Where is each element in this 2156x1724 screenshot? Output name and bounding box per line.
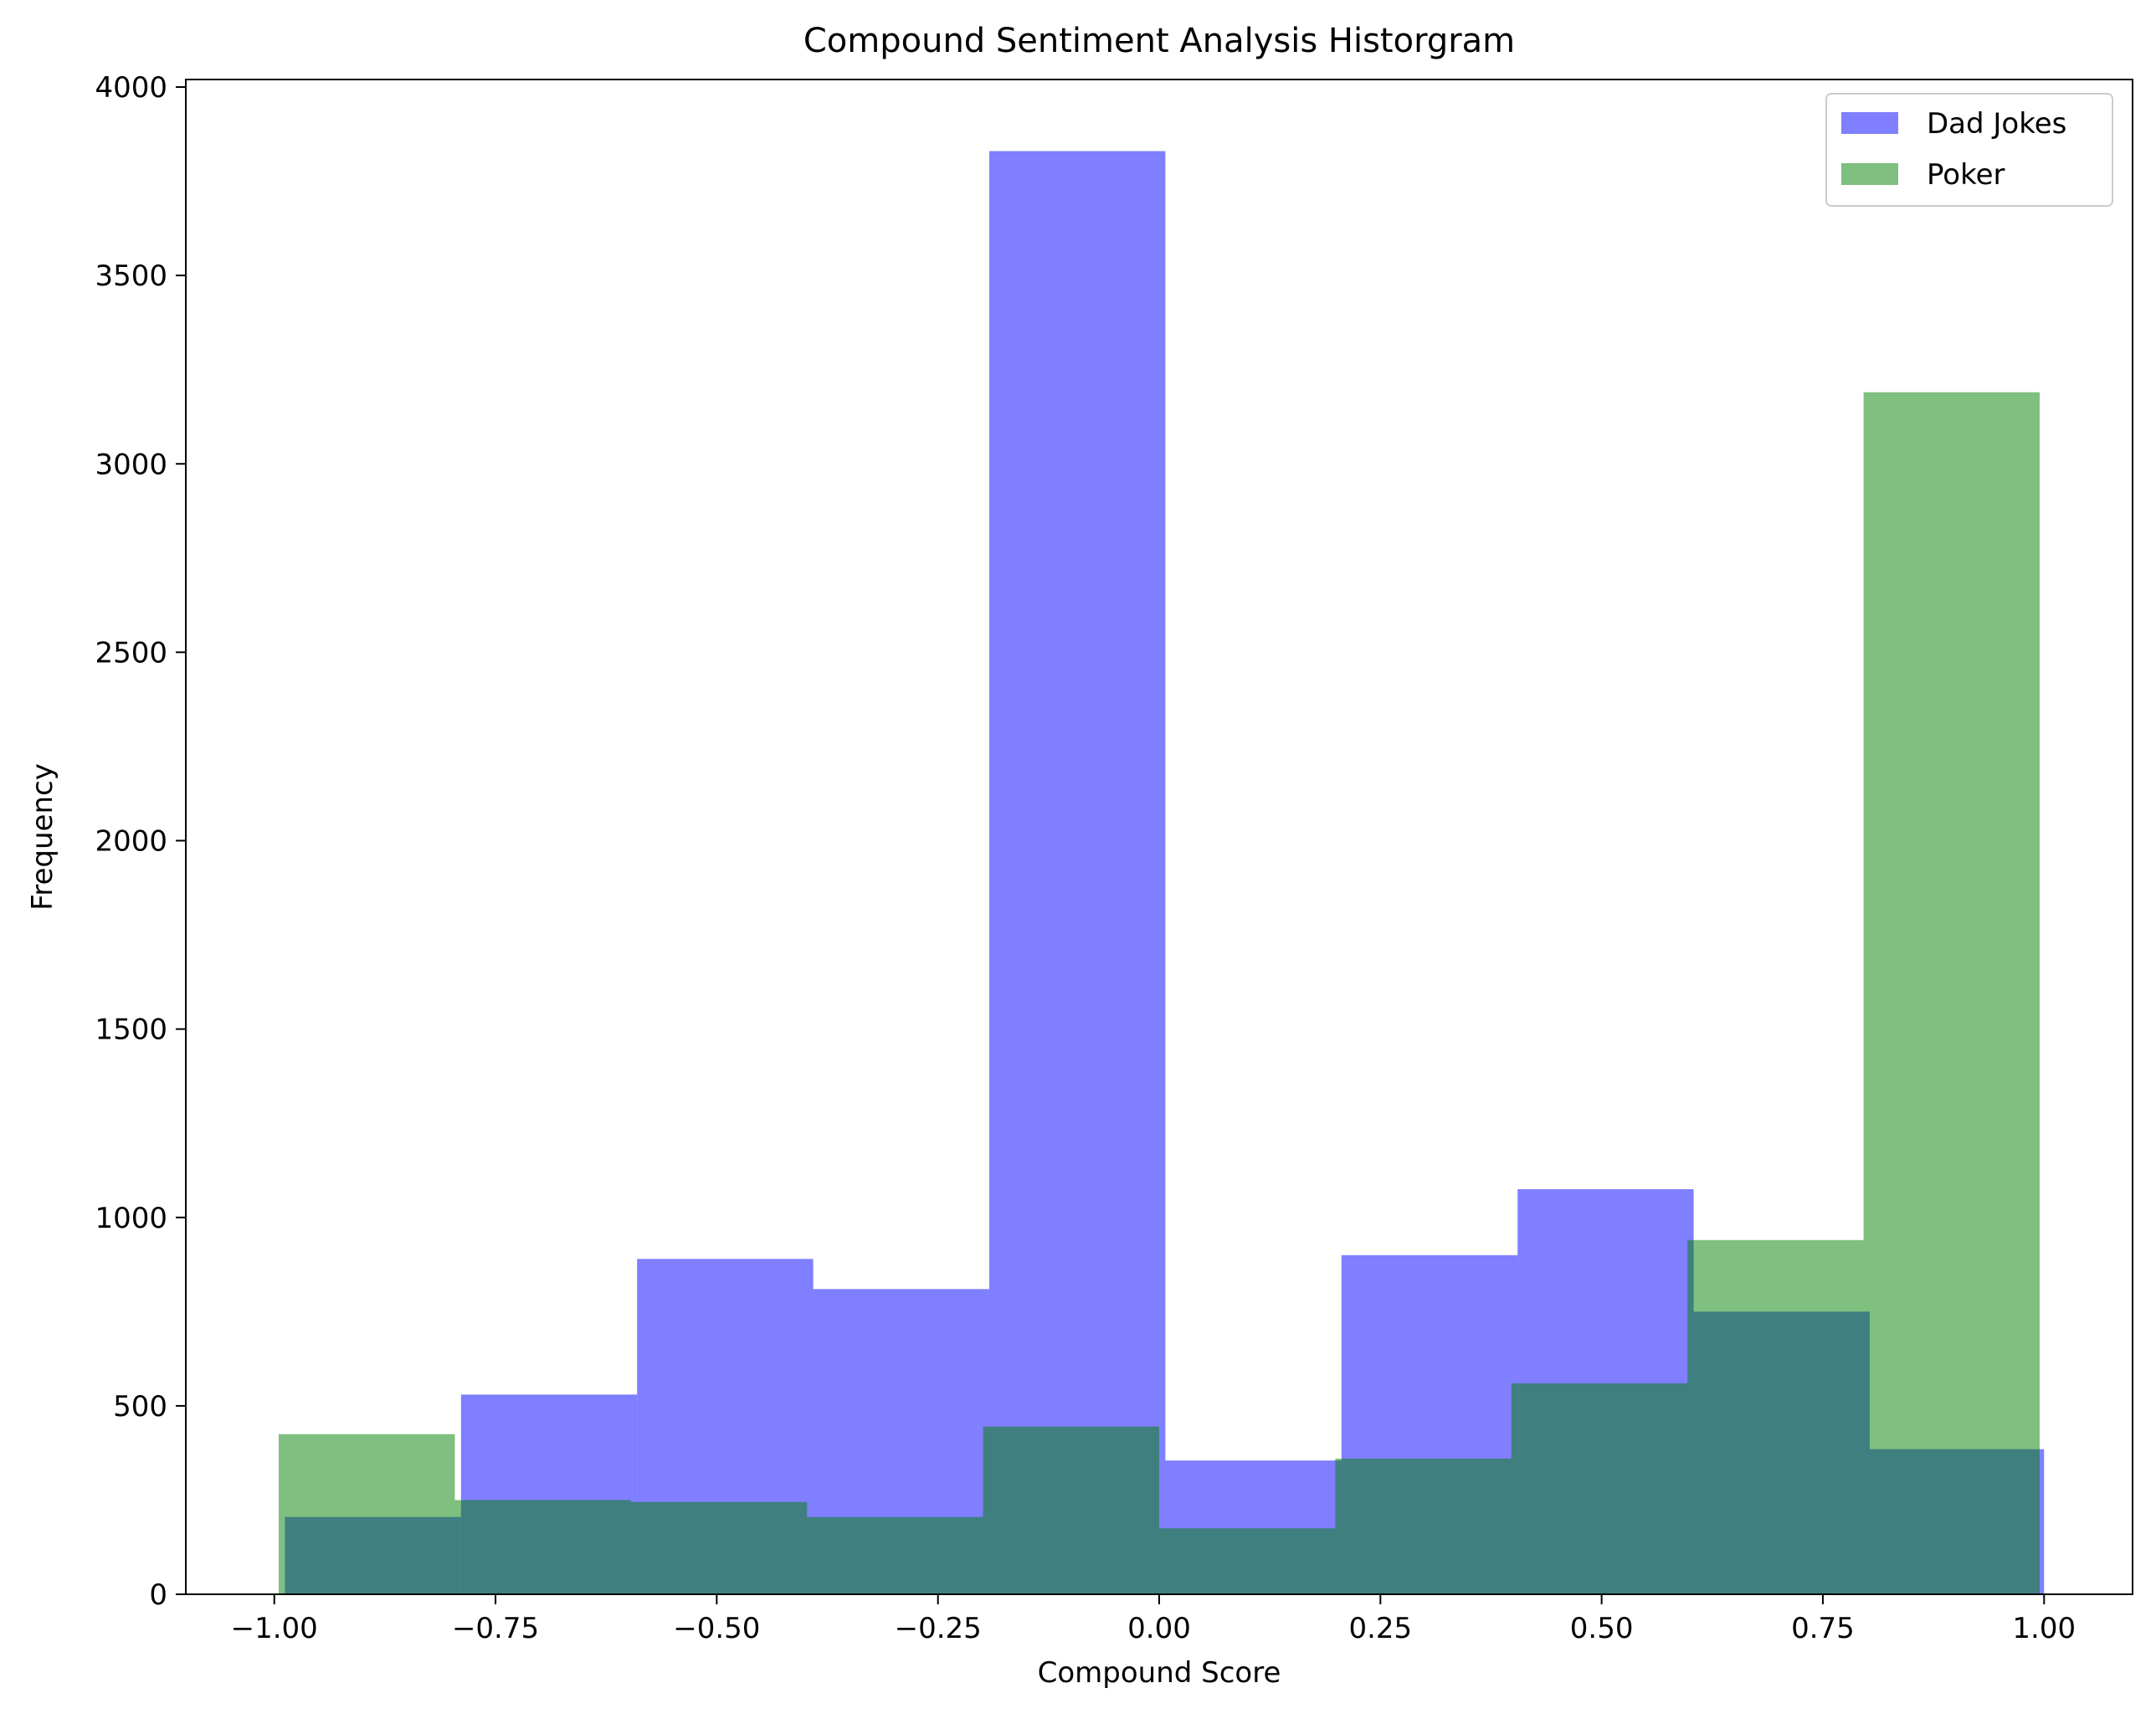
bar-dad-jokes-4: [989, 151, 1166, 1595]
y-axis: 0 500 1000 1500 2000 2500 3000 3500 4000: [95, 71, 186, 1612]
bars-layer: [279, 151, 2045, 1595]
y-tick-label: 3000: [95, 448, 167, 481]
x-tick-label: 0.50: [1570, 1612, 1634, 1645]
x-tick-label: −0.75: [452, 1612, 539, 1645]
x-tick-label: 0.00: [1127, 1612, 1191, 1645]
bar-poker-2: [630, 1501, 808, 1594]
x-tick-label: −0.25: [895, 1612, 982, 1645]
x-axis: −1.00 −0.75 −0.50 −0.25 0.00 0.25 0.50 0.75 1.00: [231, 1594, 2076, 1645]
x-axis-label: Compound Score: [1038, 1656, 1281, 1690]
plot-frame: [185, 79, 2133, 1595]
x-tick-label: 0.25: [1348, 1612, 1412, 1645]
bar-poker-4: [983, 1426, 1159, 1594]
legend-swatch-dad-jokes: [1841, 112, 1898, 134]
y-tick-label: 500: [113, 1390, 167, 1424]
bar-poker-5: [1159, 1528, 1336, 1594]
y-tick-label: 2500: [95, 636, 167, 670]
y-tick-label: 1500: [95, 1013, 167, 1047]
x-tick-label: −1.00: [231, 1612, 318, 1645]
y-tick-label: 1000: [95, 1202, 167, 1235]
legend: Dad Jokes Poker: [1825, 93, 2113, 207]
bar-poker-0: [279, 1434, 455, 1594]
legend-label-dad-jokes: Dad Jokes: [1927, 107, 2066, 141]
bar-poker-1: [454, 1500, 631, 1594]
bar-poker-9: [1863, 392, 2040, 1594]
y-axis-label: Frequency: [26, 763, 59, 911]
y-tick-label: 4000: [95, 71, 167, 105]
y-tick-label: 3500: [95, 259, 167, 293]
legend-swatch-poker: [1841, 163, 1898, 185]
x-tick-label: 0.75: [1791, 1612, 1855, 1645]
bar-poker-3: [807, 1516, 983, 1594]
bar-poker-8: [1687, 1239, 1864, 1594]
bar-poker-6: [1335, 1458, 1512, 1594]
x-tick-label: −0.50: [673, 1612, 760, 1645]
x-tick-label: 1.00: [2012, 1612, 2076, 1645]
chart-title: Compound Sentiment Analysis Historgram: [803, 22, 1515, 60]
bar-poker-7: [1511, 1383, 1688, 1594]
legend-label-poker: Poker: [1927, 158, 2005, 192]
y-tick-label: 0: [149, 1578, 167, 1612]
y-tick-label: 2000: [95, 825, 167, 859]
